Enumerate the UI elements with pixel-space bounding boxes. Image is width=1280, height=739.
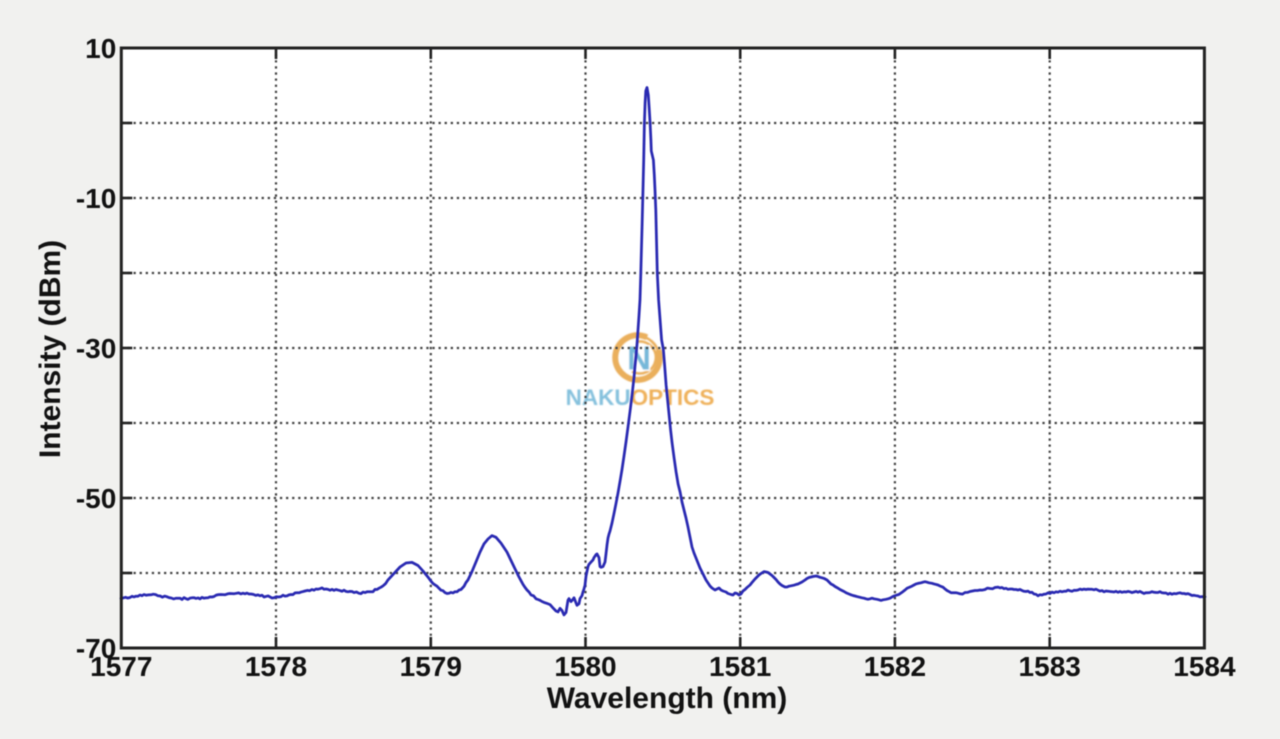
svg-text:1583: 1583 — [1019, 651, 1081, 682]
svg-text:1584: 1584 — [1173, 651, 1236, 682]
svg-text:1582: 1582 — [864, 651, 926, 682]
svg-text:NAKUOPTICS: NAKUOPTICS — [566, 385, 715, 410]
svg-text:-50: -50 — [76, 483, 116, 514]
svg-text:N: N — [627, 339, 651, 376]
svg-text:1577: 1577 — [90, 651, 152, 682]
svg-text:-30: -30 — [76, 333, 116, 364]
svg-text:1579: 1579 — [400, 651, 462, 682]
svg-text:1581: 1581 — [709, 651, 771, 682]
svg-text:Intensity (dBm): Intensity (dBm) — [34, 240, 67, 458]
svg-text:10: 10 — [85, 33, 116, 64]
svg-text:Wavelength (nm): Wavelength (nm) — [547, 682, 788, 715]
svg-text:1578: 1578 — [245, 651, 307, 682]
svg-text:1580: 1580 — [554, 651, 616, 682]
svg-text:-70: -70 — [76, 633, 116, 664]
svg-text:-10: -10 — [76, 183, 116, 214]
